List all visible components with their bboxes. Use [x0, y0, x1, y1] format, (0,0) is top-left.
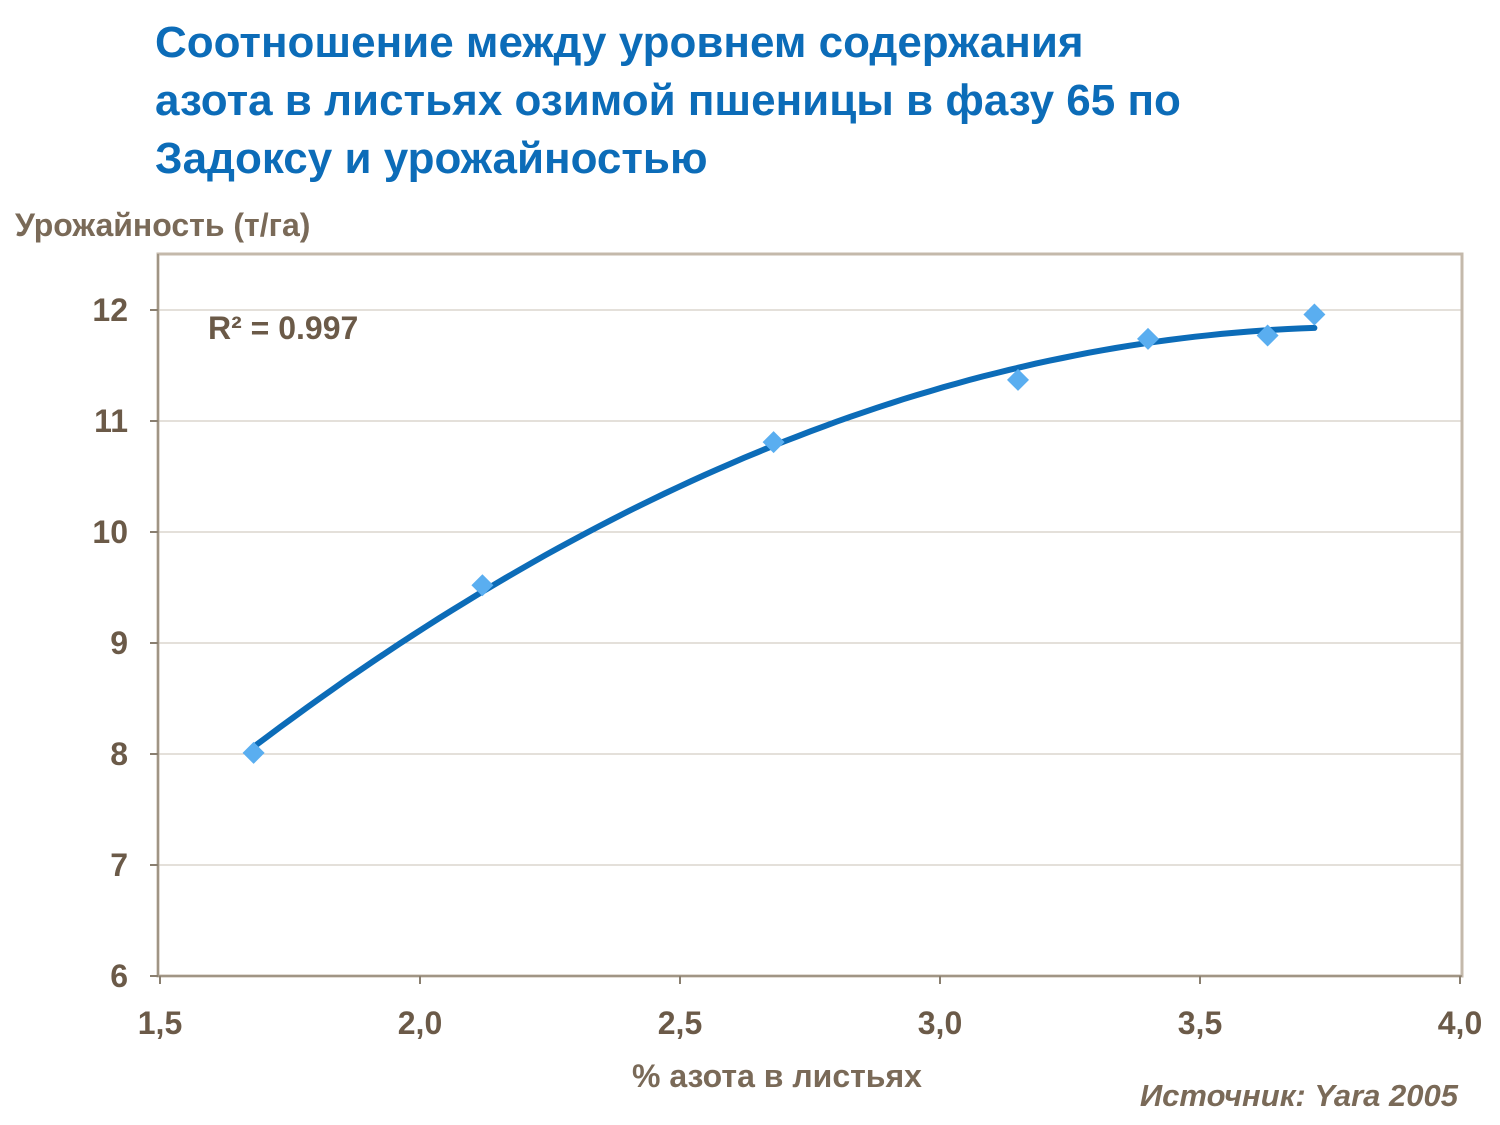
x-tick-label: 1,5 [138, 1005, 182, 1041]
y-tick-label: 11 [94, 403, 128, 439]
data-point [1007, 368, 1029, 391]
x-tick-label: 3,5 [1178, 1005, 1222, 1041]
y-tick-label: 10 [92, 514, 128, 550]
y-tick-label: 6 [110, 958, 128, 994]
data-point [1137, 327, 1159, 350]
data-point [1303, 303, 1326, 326]
plot-area-border [156, 252, 1464, 978]
r-squared-label: R² = 0.997 [208, 310, 358, 346]
y-axis-label: Урожайность (т/га) [15, 207, 311, 243]
chart-title-line-2: азота в листьях озимой пшеницы в фазу 65… [155, 76, 1181, 125]
x-tick-label: 4,0 [1438, 1005, 1482, 1041]
data-point [471, 574, 494, 597]
chart-title-line-1: Соотношение между уровнем содержания [155, 18, 1084, 67]
x-tick-label: 3,0 [918, 1005, 962, 1041]
chart-title: Соотношение между уровнем содержания азо… [155, 14, 1405, 188]
y-tick-label: 8 [110, 736, 128, 772]
y-tick-label: 9 [110, 625, 128, 661]
x-tick-label: 2,0 [398, 1005, 442, 1041]
x-tick-label: 2,5 [658, 1005, 702, 1041]
x-axis-label: % азота в листьях [632, 1058, 922, 1094]
trendline [250, 324, 1318, 750]
data-point [242, 741, 265, 764]
y-tick-label: 7 [110, 847, 128, 883]
y-tick-label: 12 [92, 292, 128, 328]
chart-title-line-3: Задоксу и урожайностью [155, 134, 708, 183]
source-note: Источник: Yara 2005 [1139, 1078, 1458, 1113]
data-point [1256, 324, 1279, 347]
data-point [762, 431, 785, 454]
